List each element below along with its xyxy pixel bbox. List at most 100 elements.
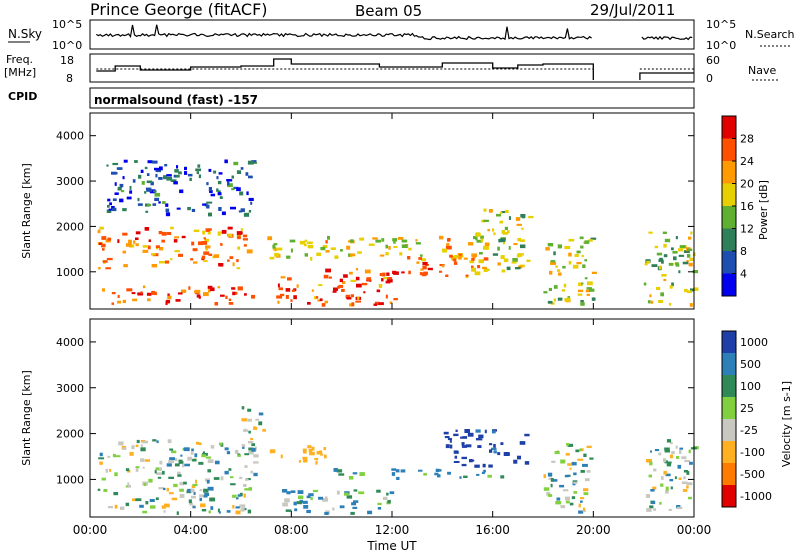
echo-cell <box>168 460 175 463</box>
echo-cell <box>159 166 163 171</box>
x-tick-label: 00:00 <box>73 523 108 537</box>
echo-cell <box>319 450 323 455</box>
echo-cell <box>687 248 693 251</box>
echo-cell <box>569 502 574 506</box>
echo-cell <box>482 463 486 468</box>
echo-cell <box>502 242 505 245</box>
echo-cell <box>564 245 571 250</box>
echo-cell <box>289 239 296 243</box>
echo-cell <box>144 227 150 231</box>
echo-cell <box>582 507 586 511</box>
noise-right-tick-high: 10^5 <box>706 18 736 31</box>
echo-cell <box>216 176 219 180</box>
echo-cell <box>250 470 253 474</box>
echo-cell <box>500 211 503 214</box>
echo-cell <box>650 489 655 492</box>
freq-panel: Freq. [MHz] 18 8 60 0 Nave <box>4 53 780 85</box>
echo-cell <box>543 474 546 479</box>
echo-cell <box>559 484 565 488</box>
cpid-label: CPID <box>8 90 37 103</box>
echo-cell <box>105 468 109 473</box>
echo-cell <box>198 174 201 179</box>
echo-cell <box>483 208 487 212</box>
echo-cell <box>503 258 509 263</box>
echo-cell <box>420 268 424 271</box>
echo-cell <box>689 257 695 261</box>
echo-cell <box>205 456 211 459</box>
echo-cell <box>228 298 232 301</box>
echo-cell <box>117 187 122 191</box>
echo-cell <box>140 458 145 462</box>
echo-cell <box>472 459 475 462</box>
echo-cell <box>167 295 172 300</box>
echo-cell <box>189 488 195 493</box>
echo-cell <box>118 441 124 446</box>
echo-cell <box>243 493 246 498</box>
echo-cell <box>651 501 656 505</box>
echo-cell <box>156 440 159 444</box>
echo-cell <box>106 209 112 213</box>
echo-cell <box>210 193 216 197</box>
echo-cell <box>379 273 383 276</box>
echo-cell <box>253 461 259 464</box>
echo-cell <box>325 496 328 500</box>
echo-cell <box>232 505 235 509</box>
echo-cell <box>577 289 584 292</box>
echo-cell <box>465 275 469 279</box>
echo-cell <box>454 455 458 459</box>
echo-cell <box>663 243 667 248</box>
echo-cell <box>219 196 223 199</box>
echo-cell <box>683 470 689 473</box>
echo-cell <box>653 468 657 472</box>
echo-cell <box>580 470 585 473</box>
echo-cell <box>233 186 239 189</box>
echo-cell <box>162 201 166 204</box>
echo-cell <box>299 240 306 245</box>
echo-cell <box>348 476 354 480</box>
echo-cell <box>190 258 194 261</box>
freq-frame <box>89 53 695 83</box>
echo-cell <box>298 459 302 463</box>
echo-cell <box>546 491 551 496</box>
echo-cell <box>315 460 318 465</box>
echo-cell <box>254 446 257 451</box>
echo-cell <box>480 438 483 441</box>
echo-cell <box>187 488 191 493</box>
echo-cell <box>240 167 244 170</box>
noise-left-label: N.Sky <box>8 27 42 41</box>
echo-cell <box>290 490 296 493</box>
echo-cell <box>308 493 314 497</box>
echo-cell <box>280 454 283 459</box>
echo-cell <box>250 201 253 205</box>
echo-cell <box>479 252 483 255</box>
echo-cell <box>349 271 353 275</box>
echo-cell <box>513 243 518 246</box>
echo-cell <box>219 263 224 267</box>
echo-cell <box>227 181 230 186</box>
echo-cell <box>551 460 556 463</box>
echo-cell <box>149 505 156 509</box>
echo-cell <box>198 442 202 445</box>
echo-cell <box>661 260 664 264</box>
echo-cell <box>119 183 124 188</box>
echo-cell <box>302 448 307 453</box>
echo-cell <box>574 254 579 257</box>
echo-cell <box>656 286 661 290</box>
echo-cell <box>679 450 682 454</box>
echo-cell <box>421 258 427 262</box>
echo-cell <box>237 235 241 240</box>
echo-cell <box>220 294 225 297</box>
echo-cell <box>338 284 344 288</box>
station-title: Prince George (fitACF) <box>90 0 268 19</box>
echo-cell <box>577 293 583 296</box>
echo-cell <box>387 499 391 504</box>
echo-cell <box>314 296 317 300</box>
echo-cell <box>650 450 652 453</box>
echo-cell <box>146 180 153 184</box>
colorbar-swatch <box>722 463 736 486</box>
echo-cell <box>683 476 686 480</box>
echo-cell <box>674 476 677 480</box>
echo-cell <box>206 182 209 186</box>
echo-cell <box>205 246 208 251</box>
echo-cell <box>585 478 590 482</box>
